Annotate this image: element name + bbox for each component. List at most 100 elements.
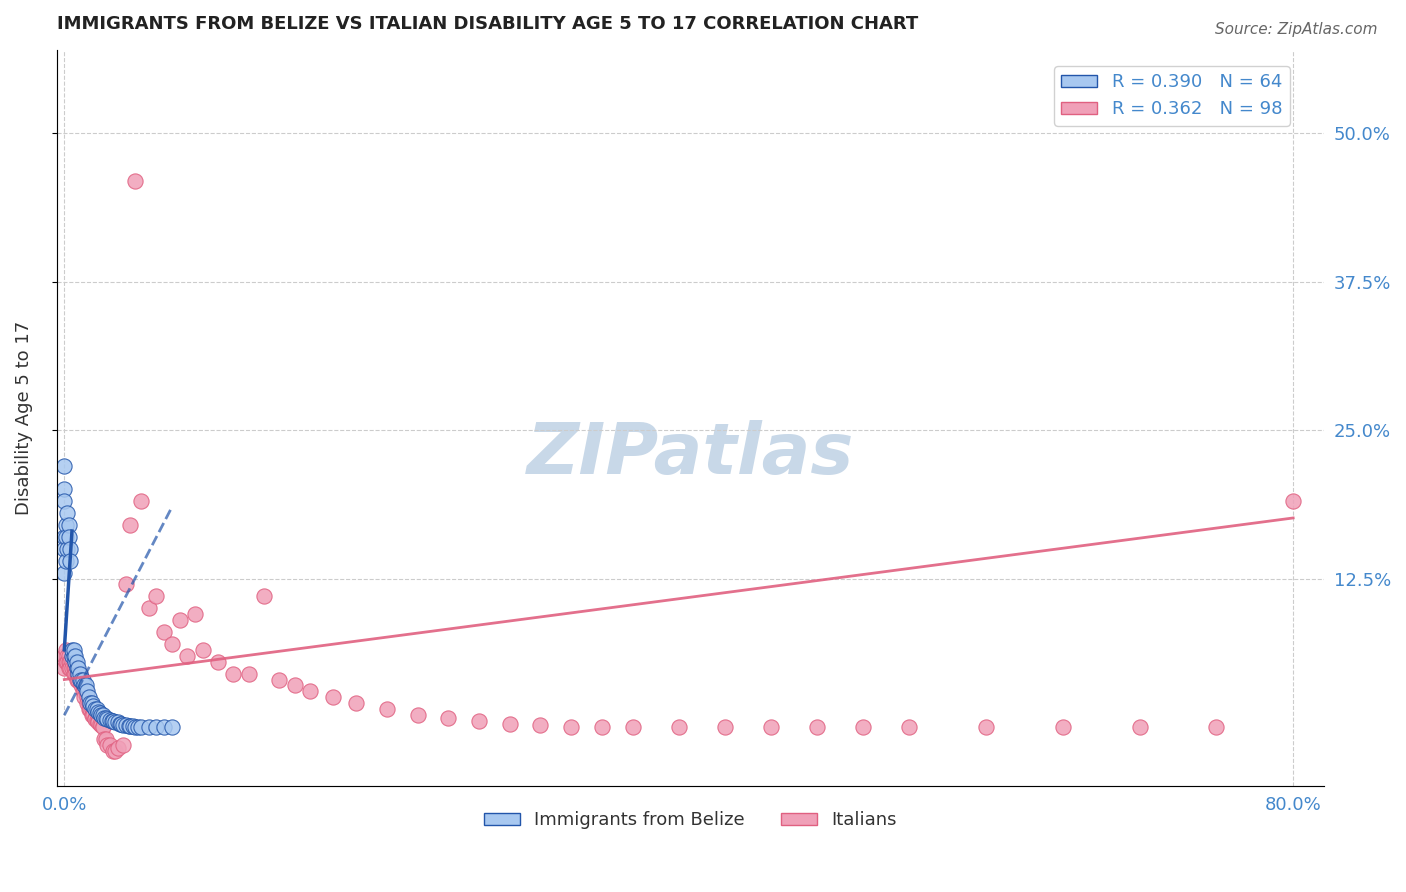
Italians xyxy=(96,738,118,752)
Immigrants from Belize xyxy=(77,690,100,705)
Italians xyxy=(84,710,107,724)
Italians xyxy=(104,744,127,758)
Immigrants from Belize xyxy=(145,720,167,734)
Italians xyxy=(120,518,142,533)
Italians xyxy=(76,690,98,705)
Immigrants from Belize xyxy=(59,554,82,568)
Italians xyxy=(87,714,110,728)
Italians xyxy=(82,708,104,723)
Italians xyxy=(69,666,91,681)
Italians xyxy=(80,708,103,723)
Italians xyxy=(759,720,782,734)
Italians xyxy=(207,655,229,669)
Italians xyxy=(62,666,84,681)
Immigrants from Belize xyxy=(122,719,145,733)
Immigrants from Belize xyxy=(56,506,79,520)
Italians xyxy=(86,713,108,727)
Italians xyxy=(59,655,82,669)
Immigrants from Belize xyxy=(55,554,77,568)
Italians xyxy=(63,661,86,675)
Italians xyxy=(55,655,77,669)
Immigrants from Belize xyxy=(82,698,104,713)
Italians xyxy=(169,613,191,627)
Immigrants from Belize xyxy=(60,643,83,657)
Immigrants from Belize xyxy=(101,714,124,728)
Italians xyxy=(160,637,183,651)
Italians xyxy=(67,673,90,687)
Italians xyxy=(1129,720,1152,734)
Immigrants from Belize xyxy=(129,720,152,734)
Italians xyxy=(77,702,100,716)
Italians xyxy=(103,744,125,758)
Italians xyxy=(138,601,160,615)
Italians xyxy=(153,625,176,640)
Immigrants from Belize xyxy=(58,530,80,544)
Italians xyxy=(191,643,214,657)
Italians xyxy=(60,661,83,675)
Italians xyxy=(129,494,152,508)
Italians xyxy=(79,702,101,716)
Immigrants from Belize xyxy=(63,655,86,669)
Immigrants from Belize xyxy=(53,541,76,556)
Italians xyxy=(529,717,551,731)
Italians xyxy=(1282,494,1305,508)
Italians xyxy=(176,648,198,663)
Italians xyxy=(63,666,86,681)
Text: ZIPatlas: ZIPatlas xyxy=(527,420,853,490)
Immigrants from Belize xyxy=(56,541,79,556)
Italians xyxy=(65,673,87,687)
Immigrants from Belize xyxy=(65,661,87,675)
Immigrants from Belize xyxy=(58,518,80,533)
Immigrants from Belize xyxy=(120,719,142,733)
Immigrants from Belize xyxy=(84,702,107,716)
Italians xyxy=(65,661,87,675)
Immigrants from Belize xyxy=(55,518,77,533)
Immigrants from Belize xyxy=(72,673,94,687)
Immigrants from Belize xyxy=(69,673,91,687)
Italians xyxy=(124,173,146,187)
Italians xyxy=(91,719,114,733)
Immigrants from Belize xyxy=(127,720,149,734)
Italians xyxy=(70,678,93,692)
Immigrants from Belize xyxy=(124,720,146,734)
Italians xyxy=(87,715,110,730)
Italians xyxy=(53,661,76,675)
Immigrants from Belize xyxy=(138,720,160,734)
Italians xyxy=(621,720,644,734)
Italians xyxy=(53,648,76,663)
Italians xyxy=(62,661,84,675)
Legend: Immigrants from Belize, Italians: Immigrants from Belize, Italians xyxy=(477,804,904,837)
Italians xyxy=(58,648,80,663)
Immigrants from Belize xyxy=(59,541,82,556)
Italians xyxy=(1205,720,1227,734)
Italians xyxy=(77,696,100,710)
Immigrants from Belize xyxy=(53,530,76,544)
Immigrants from Belize xyxy=(53,483,76,497)
Immigrants from Belize xyxy=(93,710,115,724)
Immigrants from Belize xyxy=(110,716,132,731)
Immigrants from Belize xyxy=(114,717,136,731)
Italians xyxy=(1052,720,1074,734)
Italians xyxy=(94,731,117,746)
Immigrants from Belize xyxy=(55,530,77,544)
Italians xyxy=(100,738,122,752)
Italians xyxy=(375,702,398,716)
Italians xyxy=(90,717,112,731)
Immigrants from Belize xyxy=(86,702,108,716)
Italians xyxy=(76,696,98,710)
Immigrants from Belize xyxy=(63,648,86,663)
Italians xyxy=(299,684,322,698)
Italians xyxy=(468,714,491,728)
Immigrants from Belize xyxy=(67,666,90,681)
Italians xyxy=(974,720,997,734)
Italians xyxy=(65,666,87,681)
Immigrants from Belize xyxy=(62,648,84,663)
Y-axis label: Disability Age 5 to 17: Disability Age 5 to 17 xyxy=(15,321,32,516)
Italians xyxy=(107,741,129,756)
Italians xyxy=(284,678,307,692)
Immigrants from Belize xyxy=(69,666,91,681)
Italians xyxy=(406,708,429,723)
Italians xyxy=(91,720,114,734)
Italians xyxy=(73,690,96,705)
Italians xyxy=(70,673,93,687)
